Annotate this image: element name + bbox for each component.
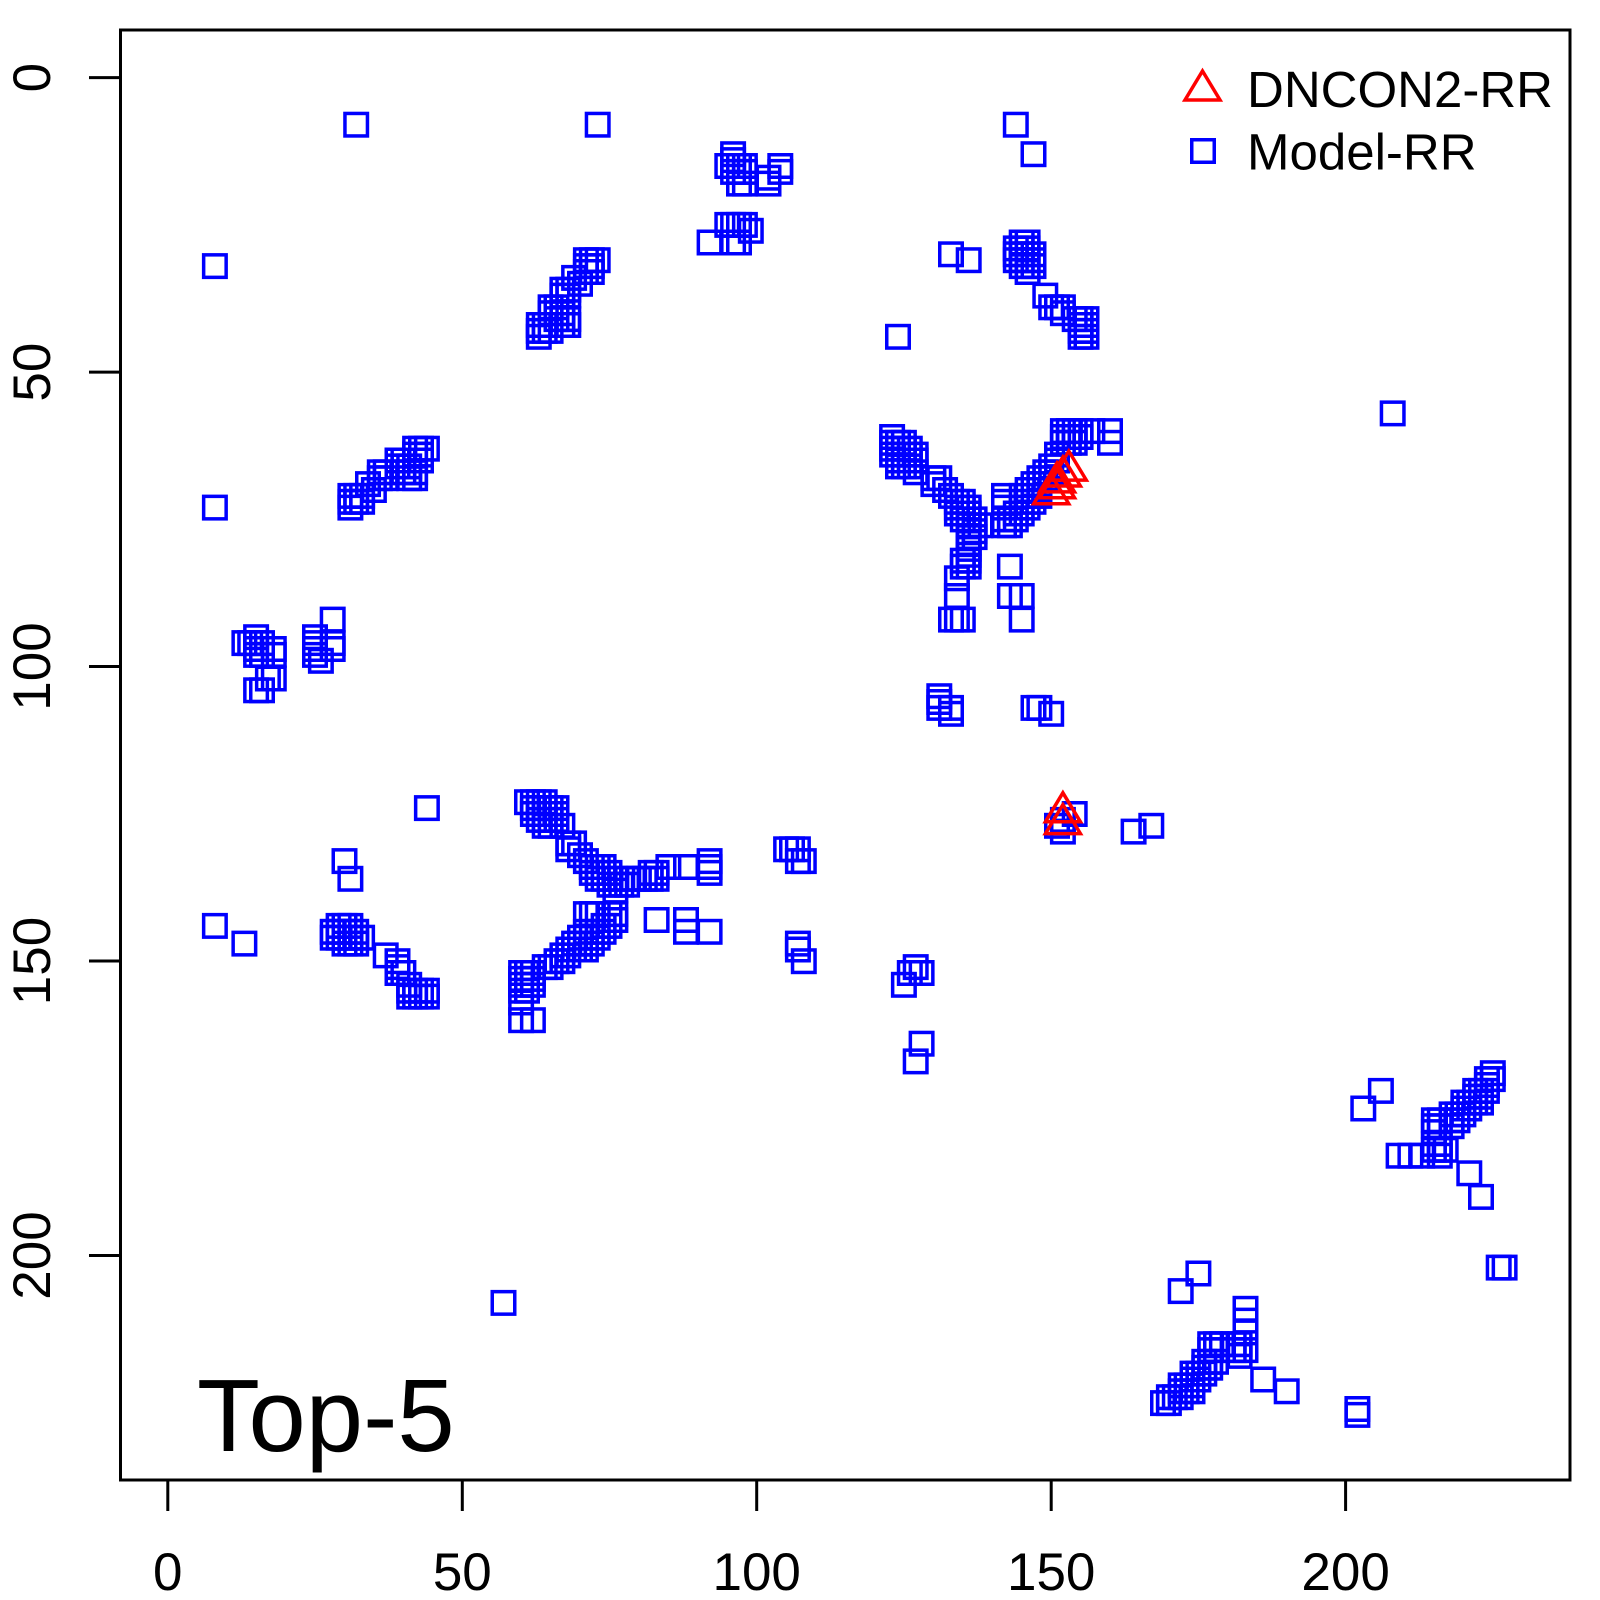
svg-text:Top-5: Top-5: [197, 1358, 455, 1473]
svg-text:100: 100: [712, 1543, 800, 1600]
svg-text:DNCON2-RR: DNCON2-RR: [1247, 61, 1553, 118]
svg-text:100: 100: [3, 622, 62, 710]
svg-text:0: 0: [3, 63, 62, 92]
svg-text:50: 50: [3, 343, 62, 402]
svg-text:150: 150: [1007, 1543, 1095, 1600]
svg-text:Model-RR: Model-RR: [1247, 124, 1477, 181]
svg-text:50: 50: [433, 1543, 492, 1600]
svg-text:150: 150: [3, 917, 62, 1005]
svg-text:200: 200: [3, 1211, 62, 1299]
svg-text:0: 0: [153, 1543, 182, 1600]
svg-text:200: 200: [1301, 1543, 1389, 1600]
